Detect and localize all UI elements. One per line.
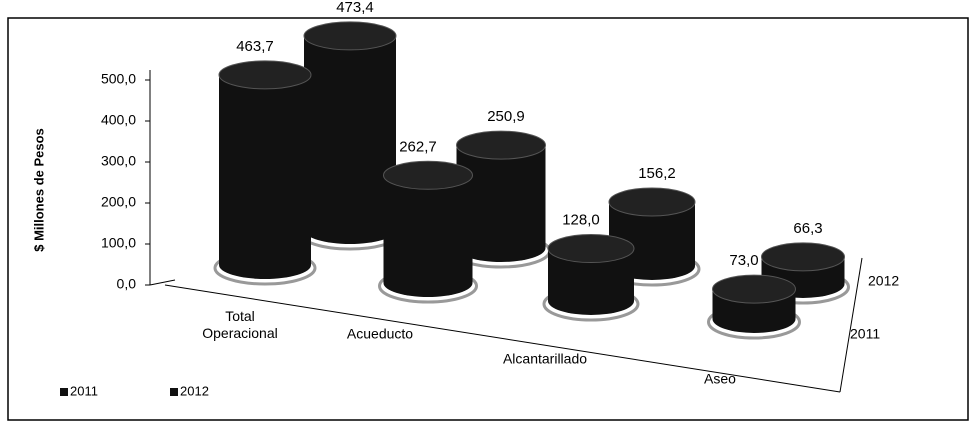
y-tick-label: 300,0	[101, 153, 136, 169]
bar	[219, 74, 311, 266]
x-tick-label: Aseo	[704, 371, 736, 387]
y-tick-label: 200,0	[101, 194, 136, 210]
depth-label: 2012	[868, 273, 899, 289]
y-tick-label: 400,0	[101, 112, 136, 128]
value-label: 66,3	[793, 220, 822, 237]
bar	[383, 175, 473, 283]
legend-swatch	[60, 388, 68, 396]
bar-top	[761, 242, 845, 272]
value-label: 73,0	[729, 252, 758, 269]
floor-edge	[149, 279, 176, 286]
chart-frame	[7, 17, 969, 421]
value-label: 262,7	[399, 138, 437, 155]
legend-label: 2011	[70, 383, 98, 398]
floor-edge	[839, 257, 863, 393]
bar-top	[547, 234, 635, 264]
bar-top	[383, 160, 473, 190]
bar-top	[608, 187, 696, 217]
value-label: 463,7	[236, 38, 274, 55]
bar	[304, 35, 396, 230]
bar-top	[218, 60, 312, 90]
x-tick-label: Alcantarillado	[503, 351, 587, 367]
value-label: 128,0	[562, 211, 600, 228]
y-tick-label: 500,0	[101, 71, 136, 87]
legend-label: 2012	[180, 383, 209, 398]
bar-top	[303, 21, 397, 51]
x-tick-label: Total Operacional	[202, 308, 278, 341]
legend-swatch	[170, 388, 178, 396]
y-tick-label: 100,0	[101, 235, 136, 251]
bar-top	[456, 130, 546, 160]
floor	[149, 70, 863, 393]
value-label: 156,2	[638, 165, 676, 182]
y-axis-label: $ Millones de Pesos	[31, 128, 46, 252]
bar-top	[712, 274, 796, 304]
depth-label: 2011	[850, 326, 880, 342]
value-label: 250,9	[487, 108, 525, 125]
y-tick-label: 0,0	[117, 276, 137, 292]
value-label: 473,4	[336, 0, 374, 16]
x-tick-label: Acueducto	[347, 326, 413, 342]
floor-edge	[164, 284, 841, 393]
